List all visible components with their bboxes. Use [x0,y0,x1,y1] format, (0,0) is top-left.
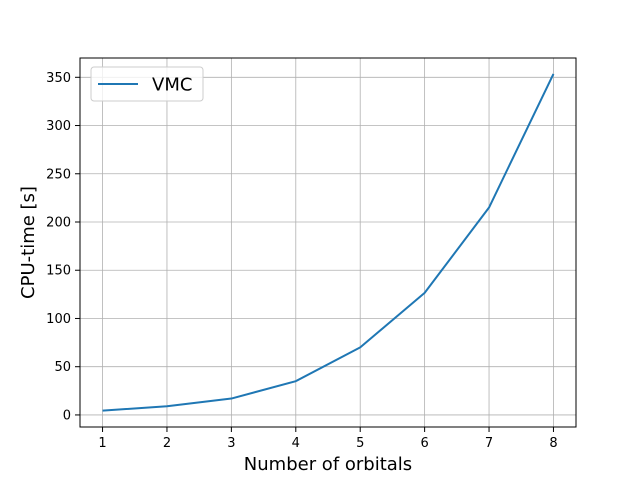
y-tick-label: 50 [54,360,71,375]
x-tick-label: 5 [356,436,364,451]
y-tick-label: 350 [46,71,71,86]
plot-frame [79,57,577,428]
series-line-vmc [102,73,555,412]
x-tick-label: 7 [485,436,493,451]
legend-box [90,66,204,102]
x-tick-label: 8 [549,436,557,451]
x-tick-label: 3 [227,436,235,451]
y-tick-label: 0 [63,408,71,423]
y-tick-label: 150 [46,264,71,279]
ticks: 1 2 3 4 5 6 7 8 0 50 100 150 200 250 300 350 [46,71,557,451]
y-tick-label: 300 [46,119,71,134]
grid [80,58,576,427]
series-layer [102,73,555,412]
legend-label-vmc: VMC [152,75,192,96]
y-axis-label: CPU-time [s] [18,186,39,299]
x-tick-label: 6 [420,436,428,451]
legend: VMC [90,66,204,102]
x-axis-label: Number of orbitals [244,454,412,475]
x-tick-label: 4 [292,436,300,451]
y-tick-label: 250 [46,167,71,182]
x-tick-label: 2 [163,436,171,451]
y-tick-label: 100 [46,312,71,327]
x-tick-label: 1 [98,436,106,451]
y-tick-label: 200 [46,216,71,231]
